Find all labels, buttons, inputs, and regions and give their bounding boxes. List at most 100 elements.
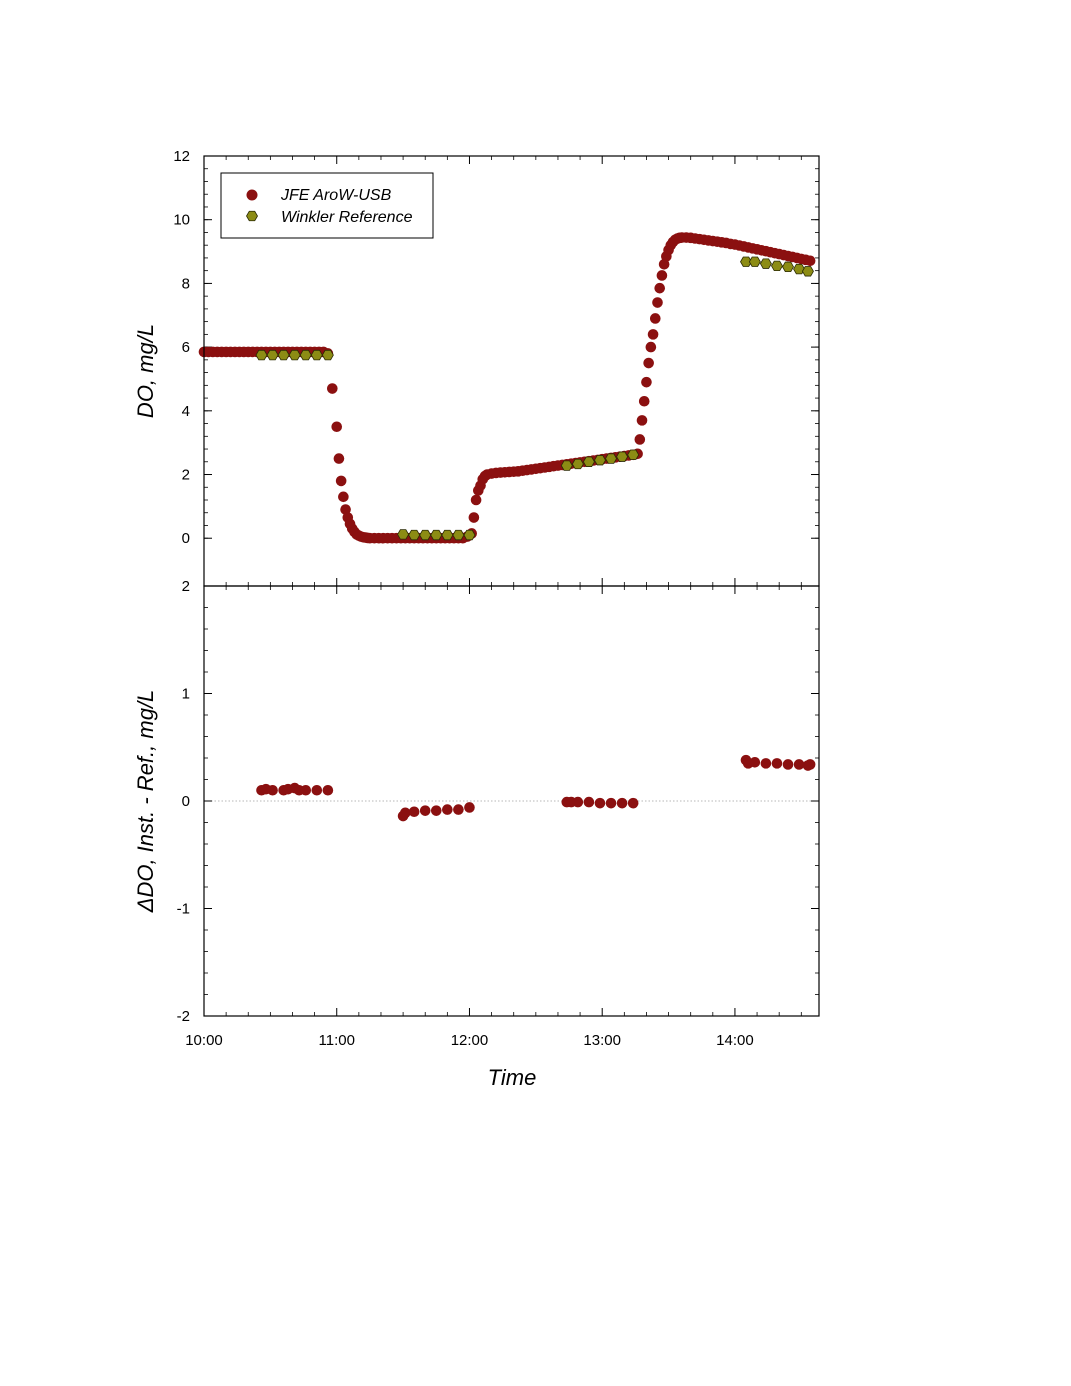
y-tick-label: -2 xyxy=(177,1008,190,1025)
winkler-reference-point xyxy=(740,256,752,267)
jfe-data-point xyxy=(647,329,659,340)
jfe-data-point xyxy=(338,491,349,503)
winkler-reference-point xyxy=(616,451,629,462)
winkler-reference-point xyxy=(419,529,432,541)
winkler-reference-point xyxy=(408,529,421,541)
difference-data-point xyxy=(782,759,794,770)
legend-marker-winkler xyxy=(246,210,258,222)
difference-data-point xyxy=(804,759,816,770)
winkler-reference-point xyxy=(430,529,443,541)
jfe-data-point xyxy=(335,475,347,487)
winkler-reference-point xyxy=(397,529,410,540)
jfe-data-point xyxy=(636,415,648,426)
legend-label-jfe: JFE AroW-USB xyxy=(280,187,392,204)
difference-data-point xyxy=(400,807,411,819)
difference-data-point xyxy=(442,804,453,815)
x-axis: 10:00 11:00 12:00 13:00 14:00 xyxy=(185,1032,753,1049)
winkler-reference-point xyxy=(463,529,476,541)
jfe-data-point xyxy=(658,258,670,270)
difference-data-point xyxy=(322,784,334,796)
jfe-data-point xyxy=(641,376,652,388)
difference-data-point xyxy=(793,759,805,770)
difference-data-point xyxy=(430,805,442,816)
jfe-data-point xyxy=(654,282,666,294)
jfe-data-point xyxy=(327,383,338,394)
x-tick-label: 12:00 xyxy=(451,1032,489,1049)
jfe-data-point xyxy=(645,341,657,353)
legend: JFE AroW-USB Winkler Reference xyxy=(220,172,434,239)
top-panel: 0 2 4 6 8 10 12 DO, mg/L JFE AroW-USB Winkler … xyxy=(133,148,820,587)
y-tick-label: 10 xyxy=(173,212,190,229)
legend-box xyxy=(220,172,434,239)
difference-data-point xyxy=(311,784,323,796)
legend-marker-jfe xyxy=(246,189,258,201)
winkler-reference-point xyxy=(571,458,584,470)
y-tick-label: 4 xyxy=(182,403,190,420)
y-tick-label: 0 xyxy=(182,793,190,810)
winkler-reference-point xyxy=(441,529,454,541)
difference-data-point xyxy=(627,797,639,809)
jfe-data-point xyxy=(331,421,343,433)
winkler-reference-point xyxy=(771,260,783,272)
bottom-ticks: -2 -1 0 1 2 xyxy=(177,578,819,1025)
jfe-data-point xyxy=(638,395,650,407)
bottom-difference-series xyxy=(256,754,816,822)
winkler-reference-point xyxy=(782,261,794,273)
difference-data-point xyxy=(760,758,772,769)
difference-data-point xyxy=(453,804,464,815)
top-ticks: 0 2 4 6 8 10 12 xyxy=(173,148,819,586)
y-tick-label: 1 xyxy=(182,686,190,703)
jfe-data-point xyxy=(649,313,661,324)
winkler-reference-point xyxy=(266,349,279,361)
y-tick-label: 2 xyxy=(182,578,190,595)
difference-data-point xyxy=(408,806,420,818)
top-winkler-series xyxy=(255,256,814,541)
y-tick-label: 6 xyxy=(182,339,190,356)
winkler-reference-point xyxy=(582,456,595,467)
difference-data-point xyxy=(605,797,617,809)
jfe-data-point xyxy=(468,512,480,523)
jfe-data-point xyxy=(804,255,816,267)
y-tick-label: -1 xyxy=(177,901,190,918)
x-axis-title: Time xyxy=(488,1065,537,1090)
winkler-reference-point xyxy=(560,460,573,471)
difference-data-point xyxy=(267,784,278,796)
x-tick-label: 10:00 xyxy=(185,1032,223,1049)
jfe-data-point xyxy=(470,494,482,506)
winkler-reference-point xyxy=(321,349,334,361)
difference-data-point xyxy=(594,797,606,809)
difference-data-point xyxy=(749,757,761,768)
y-tick-label: 0 xyxy=(182,530,190,547)
difference-data-point xyxy=(572,796,584,808)
winkler-reference-point xyxy=(793,263,806,275)
winkler-reference-point xyxy=(299,349,312,361)
winkler-reference-point xyxy=(288,349,301,361)
y-tick-label: 2 xyxy=(182,467,190,484)
winkler-reference-point xyxy=(277,349,290,361)
winkler-reference-point xyxy=(801,266,814,277)
bottom-plot-frame xyxy=(203,585,820,1017)
difference-data-point xyxy=(771,758,783,769)
difference-data-point xyxy=(616,797,628,809)
jfe-data-point xyxy=(652,297,663,308)
jfe-data-point xyxy=(656,270,668,281)
jfe-data-point xyxy=(643,357,654,369)
jfe-data-point xyxy=(340,504,351,515)
jfe-data-point xyxy=(333,453,345,464)
y-tick-label: 8 xyxy=(182,275,190,292)
x-tick-label: 11:00 xyxy=(319,1032,355,1049)
x-tick-label: 13:00 xyxy=(583,1032,621,1049)
jfe-data-point xyxy=(634,434,646,445)
winkler-reference-point xyxy=(255,349,268,361)
winkler-reference-point xyxy=(627,449,640,460)
difference-data-point xyxy=(583,796,595,808)
legend-label-winkler: Winkler Reference xyxy=(281,209,413,226)
x-tick-label: 14:00 xyxy=(716,1032,754,1049)
winkler-reference-point xyxy=(605,453,618,464)
difference-data-point xyxy=(419,805,431,816)
winkler-reference-point xyxy=(452,529,465,541)
winkler-reference-point xyxy=(594,455,606,466)
winkler-reference-point xyxy=(759,258,772,269)
